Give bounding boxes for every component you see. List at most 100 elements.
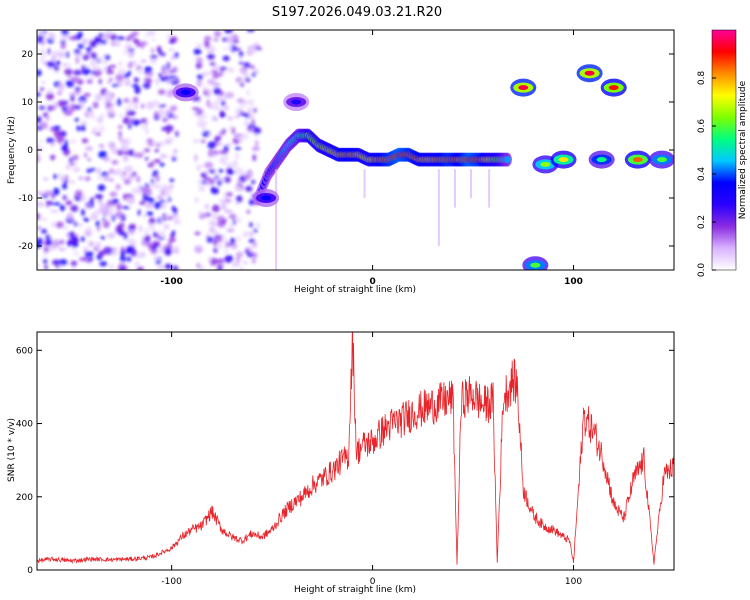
noise-speckle <box>168 238 173 244</box>
noise-speckle <box>239 61 244 65</box>
noise-speckle <box>98 143 105 149</box>
snr-panel: -100 0 100 0 200 400 600 Height of straight l… <box>7 331 675 595</box>
noise-speckle <box>253 107 257 113</box>
noise-speckle <box>142 213 147 218</box>
colorbar-tick-label: 0.4 <box>697 167 707 182</box>
figure-title: S197.2026.049.03.21.R20 <box>272 5 442 20</box>
noise-speckle <box>171 230 176 237</box>
noise-speckle <box>195 44 204 48</box>
noise-speckle <box>106 66 111 70</box>
noise-speckle <box>124 43 132 50</box>
noise-speckle <box>233 218 236 226</box>
noise-speckle <box>204 179 211 186</box>
noise-speckle <box>224 162 233 167</box>
noise-speckle <box>40 121 48 130</box>
noise-speckle <box>66 212 74 221</box>
noise-speckle <box>102 32 112 37</box>
noise-speckle <box>168 47 176 52</box>
noise-speckle <box>160 205 167 210</box>
noise-speckle <box>157 217 161 224</box>
noise-speckle <box>211 115 217 122</box>
noise-speckle <box>213 30 222 38</box>
noise-speckle <box>128 50 135 59</box>
noise-speckle <box>128 123 132 130</box>
noise-speckle <box>64 174 69 181</box>
noise-speckle <box>123 50 127 55</box>
noise-speckle <box>37 191 45 196</box>
noise-speckle <box>103 174 110 182</box>
noise-speckle <box>201 113 208 120</box>
noise-speckle <box>109 191 118 197</box>
colorbar-frame <box>711 29 737 271</box>
noise-speckle <box>64 68 73 76</box>
noise-speckle <box>111 249 119 256</box>
noise-speckle <box>251 180 256 184</box>
noise-speckle <box>84 176 91 181</box>
noise-speckle <box>103 219 108 226</box>
noise-speckle <box>120 139 128 145</box>
noise-speckle <box>40 50 47 58</box>
feature-core <box>540 161 551 167</box>
noise-speckle <box>131 84 139 88</box>
noise-speckle <box>150 179 155 184</box>
noise-speckle <box>118 61 122 66</box>
noise-speckle <box>90 168 97 172</box>
noise-speckle <box>223 176 231 183</box>
noise-speckle <box>168 70 174 74</box>
noise-speckle <box>145 156 149 161</box>
noise-speckle <box>80 236 85 242</box>
noise-speckle <box>146 138 154 143</box>
noise-speckle <box>173 148 178 154</box>
noise-speckle <box>45 92 55 101</box>
noise-speckle <box>144 120 148 126</box>
noise-speckle <box>43 251 47 257</box>
noise-speckle <box>167 136 173 142</box>
noise-speckle <box>71 76 80 83</box>
noise-speckle <box>116 149 124 156</box>
noise-speckle <box>249 46 257 54</box>
noise-speckle <box>57 83 64 89</box>
noise-speckle <box>89 40 98 48</box>
feature-core <box>596 157 607 163</box>
noise-speckle <box>213 65 220 70</box>
colorbar-ticks: 0.0 0.2 0.4 0.6 0.8 <box>697 71 716 277</box>
noise-speckle <box>82 38 88 45</box>
colorbar-tick-label: 0.6 <box>697 119 707 134</box>
noise-speckle <box>217 243 223 250</box>
noise-speckle <box>140 235 145 240</box>
noise-speckle <box>239 56 243 60</box>
noise-speckle <box>37 37 42 44</box>
noise-speckle <box>70 205 79 212</box>
noise-speckle <box>195 57 203 64</box>
noise-speckle <box>42 112 49 118</box>
noise-speckle <box>59 35 68 41</box>
noise-speckle <box>216 215 225 222</box>
noise-speckle <box>153 202 163 209</box>
noise-speckle <box>217 72 223 77</box>
noise-speckle <box>103 98 108 106</box>
noise-speckle <box>226 93 233 98</box>
noise-speckle <box>208 219 216 227</box>
noise-speckle <box>248 246 253 253</box>
noise-speckle <box>60 40 67 44</box>
noise-speckle <box>69 231 75 239</box>
noise-speckle <box>64 139 69 146</box>
noise-speckle <box>43 62 47 65</box>
spectrogram-x-label: Height of straight line (km) <box>294 285 416 295</box>
noise-speckle <box>95 220 100 227</box>
noise-speckle <box>128 99 132 108</box>
noise-speckle <box>204 161 214 169</box>
noise-speckle <box>213 87 222 95</box>
feature-core <box>530 262 541 268</box>
noise-speckle <box>211 204 220 213</box>
noise-speckle <box>106 107 115 116</box>
noise-speckle <box>204 177 212 181</box>
noise-speckle <box>146 30 156 36</box>
noise-speckle <box>80 197 85 202</box>
noise-speckle <box>139 201 146 205</box>
noise-speckle <box>204 213 210 218</box>
noise-speckle <box>195 62 203 69</box>
noise-speckle <box>101 59 108 65</box>
noise-speckle <box>252 241 257 248</box>
y-tick-label: 10 <box>22 98 34 108</box>
